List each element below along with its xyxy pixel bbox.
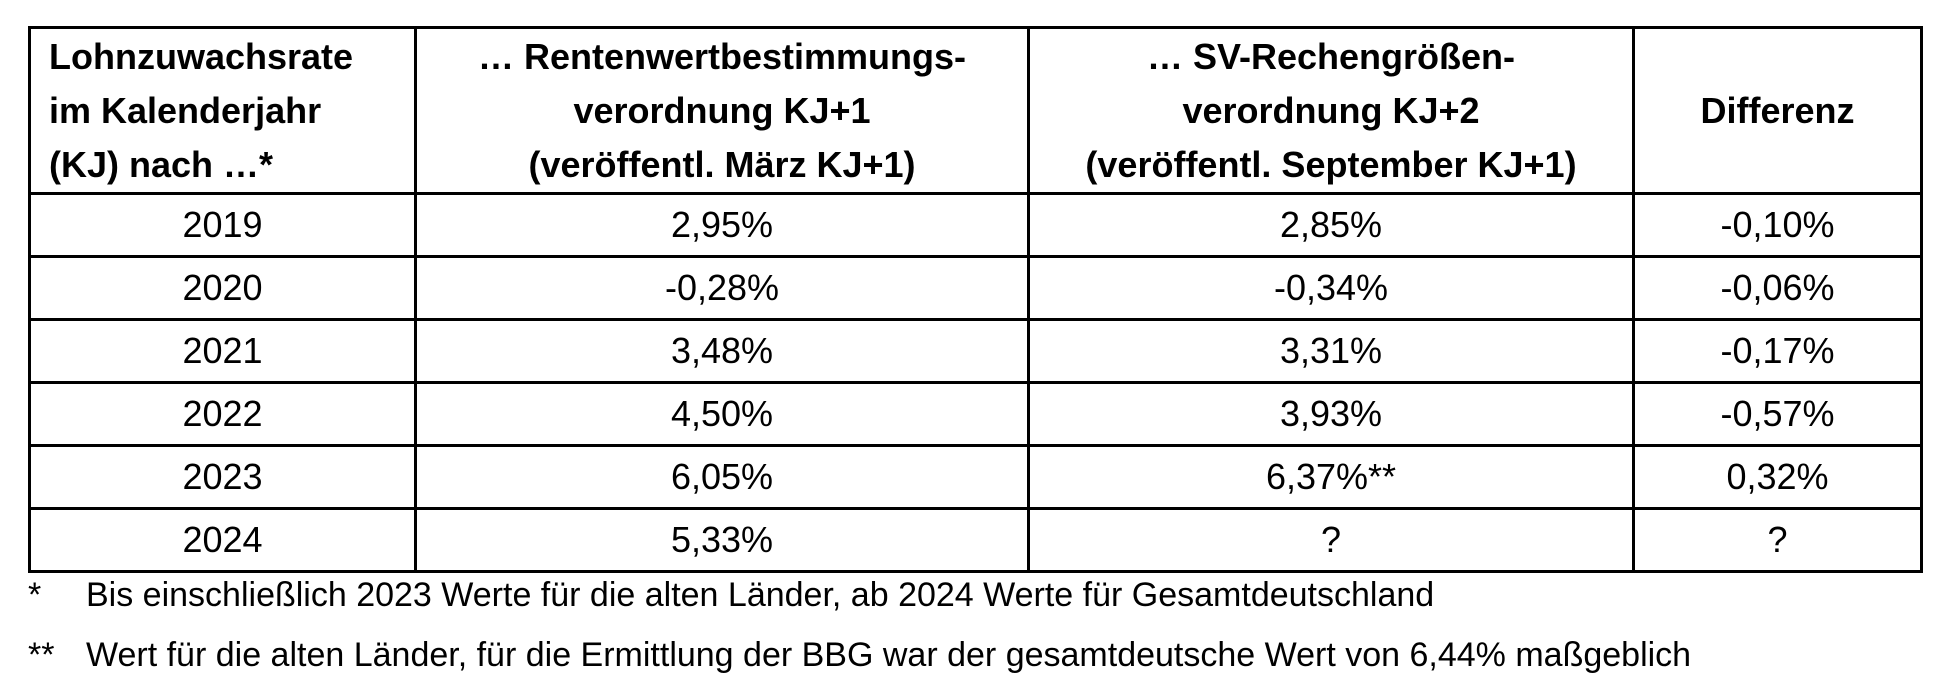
- cell-year: 2019: [28, 192, 417, 258]
- cell-rentenwert: 6,05%: [414, 444, 1030, 510]
- footnote-mark: **: [28, 636, 55, 674]
- cell-sv-rechengroessen: 3,31%: [1027, 318, 1635, 384]
- cell-year: 2021: [28, 318, 417, 384]
- header-rentenwert: … Rentenwertbestimmungs- verordnung KJ+1…: [414, 26, 1030, 195]
- cell-rentenwert: 5,33%: [414, 507, 1030, 573]
- header-year: Lohnzuwachsrate im Kalenderjahr (KJ) nac…: [28, 26, 417, 195]
- footnote-2: ** Wert für die alten Länder, für die Er…: [28, 625, 1928, 685]
- header-line: … Rentenwertbestimmungs-: [477, 35, 967, 77]
- header-line: verordnung KJ+2: [1182, 89, 1480, 131]
- header-line: Differenz: [1700, 89, 1855, 131]
- footnote-mark: *: [28, 576, 42, 614]
- header-line: (veröffentl. September KJ+1): [1085, 143, 1577, 185]
- cell-rentenwert: 4,50%: [414, 381, 1030, 447]
- cell-year: 2023: [28, 444, 417, 510]
- wage-growth-table: Lohnzuwachsrate im Kalenderjahr (KJ) nac…: [28, 26, 1923, 573]
- header-differenz: Differenz: [1632, 26, 1923, 195]
- cell-sv-rechengroessen: 3,93%: [1027, 381, 1635, 447]
- cell-differenz: -0,10%: [1632, 192, 1923, 258]
- table-header-row: Lohnzuwachsrate im Kalenderjahr (KJ) nac…: [28, 26, 1923, 195]
- cell-year: 2022: [28, 381, 417, 447]
- cell-rentenwert: 2,95%: [414, 192, 1030, 258]
- cell-differenz: -0,06%: [1632, 255, 1923, 321]
- footnote-text: Bis einschließlich 2023 Werte für die al…: [86, 576, 1435, 614]
- cell-year: 2020: [28, 255, 417, 321]
- cell-sv-rechengroessen: -0,34%: [1027, 255, 1635, 321]
- table-row: 2021 3,48% 3,31% -0,17%: [28, 318, 1923, 384]
- footnotes: * Bis einschließlich 2023 Werte für die …: [28, 565, 1928, 685]
- table-row: 2022 4,50% 3,93% -0,57%: [28, 381, 1923, 447]
- header-line: Lohnzuwachsrate: [49, 35, 354, 77]
- cell-sv-rechengroessen: ?: [1027, 507, 1635, 573]
- table-row: 2019 2,95% 2,85% -0,10%: [28, 192, 1923, 258]
- cell-sv-rechengroessen: 2,85%: [1027, 192, 1635, 258]
- header-line: verordnung KJ+1: [573, 89, 871, 131]
- header-line: (veröffentl. März KJ+1): [528, 143, 916, 185]
- cell-differenz: -0,17%: [1632, 318, 1923, 384]
- table-row: 2024 5,33% ? ?: [28, 507, 1923, 573]
- table-row: 2020 -0,28% -0,34% -0,06%: [28, 255, 1923, 321]
- cell-differenz: 0,32%: [1632, 444, 1923, 510]
- cell-rentenwert: 3,48%: [414, 318, 1030, 384]
- cell-sv-rechengroessen: 6,37%**: [1027, 444, 1635, 510]
- cell-rentenwert: -0,28%: [414, 255, 1030, 321]
- header-line: … SV-Rechengrößen-: [1146, 35, 1516, 77]
- table-row: 2023 6,05% 6,37%** 0,32%: [28, 444, 1923, 510]
- header-sv-rechengroessen: … SV-Rechengrößen- verordnung KJ+2 (verö…: [1027, 26, 1635, 195]
- cell-differenz: ?: [1632, 507, 1923, 573]
- cell-differenz: -0,57%: [1632, 381, 1923, 447]
- cell-year: 2024: [28, 507, 417, 573]
- footnote-text: Wert für die alten Länder, für die Ermit…: [86, 636, 1692, 674]
- header-line: im Kalenderjahr: [49, 89, 322, 131]
- header-line: (KJ) nach …*: [49, 143, 274, 185]
- footnote-1: * Bis einschließlich 2023 Werte für die …: [28, 565, 1928, 625]
